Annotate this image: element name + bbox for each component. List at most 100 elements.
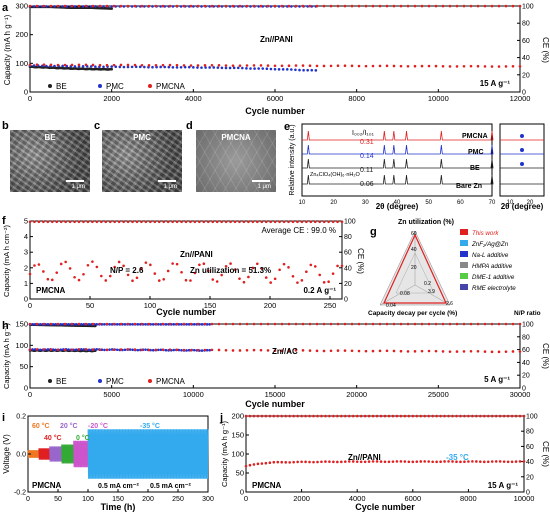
capacity-point-pmcna: [63, 63, 67, 67]
panel-j: j 0 2000 4000 6000 8000 10000 0 50 100 150 200 0 20 4…: [218, 410, 550, 513]
xrd-zoom-marker: [520, 134, 524, 138]
ce-point-pmcna: [70, 322, 74, 326]
capacity-point-pmc: [151, 348, 155, 352]
x-tick-label: 10000: [428, 94, 449, 103]
ce-point-pmcna: [182, 322, 186, 326]
capacity-point-pmcna: [406, 64, 410, 68]
panel-f: f 0 50 100 150 200 250 0 1 2 3 4 5 0 20 40 60 80 100 Capa…: [0, 213, 365, 318]
capacity-point-pmcna: [248, 463, 252, 467]
ce-point-pmc: [110, 5, 113, 8]
f-np: N/P = 2.6: [110, 266, 144, 275]
ce-point-pmcna: [126, 322, 130, 326]
x-tick-label: 150: [112, 496, 124, 503]
ce-point-pmcna: [305, 220, 308, 224]
ce-point-pmcna: [327, 220, 330, 224]
ce-point-pmcna: [126, 4, 130, 8]
capacity-point-pmcna: [371, 349, 375, 353]
y2-tick-label: 0: [522, 386, 526, 393]
capacity-point-pmc: [74, 348, 78, 352]
capacity-point-pmcna: [463, 460, 466, 464]
ce-point-pmcna: [119, 322, 123, 326]
capacity-point-pmcna: [511, 65, 515, 68]
ce-point-pmc: [249, 5, 252, 8]
capacity-point-pmcna: [329, 349, 333, 353]
xrd-zoom-marker: [520, 148, 524, 152]
capacity-point-pmcna: [292, 460, 295, 464]
x-tick-label: 0: [28, 94, 32, 103]
ce-point-pmcna: [471, 414, 474, 418]
ce-point-pmcna: [479, 414, 482, 418]
capacity-point-pmcna: [166, 269, 170, 273]
x-tick-label: 200: [142, 496, 154, 503]
ce-point-pmcna: [37, 220, 41, 224]
y-tick-label: 100: [15, 341, 28, 350]
ce-point-pmcna: [161, 4, 165, 8]
ce-point-pmcna: [308, 322, 312, 326]
ce-point-pmcna: [504, 4, 508, 8]
legend-be: BE: [56, 82, 67, 91]
x-tick-label: 100: [144, 301, 157, 310]
ce-point-pmcna: [252, 322, 256, 326]
capacity-point-pmcna: [260, 267, 264, 270]
ce-point-pmc: [81, 5, 85, 8]
i-xlabel: Time (h): [101, 502, 136, 512]
g-legend-label: HMPA additive: [472, 263, 513, 270]
ce-point-pmc: [143, 5, 146, 8]
capacity-point-pmcna: [259, 64, 263, 67]
ce-point-pmcna: [291, 220, 295, 224]
ce-point-pmcna: [33, 220, 36, 224]
ce-point-pmcna: [304, 414, 307, 418]
capacity-point-pmcna: [42, 63, 46, 66]
i-cd1: 0.5 mA cm⁻²: [98, 483, 139, 490]
panel-c-label: c: [94, 120, 101, 132]
capacity-point-pmcna: [364, 64, 368, 68]
sem-title-pmc: PMC: [133, 133, 151, 142]
capacity-point-pmc: [131, 348, 134, 352]
ce-point-pmcna: [455, 4, 459, 8]
ce-point-pmcna: [189, 4, 193, 8]
y2-tick-label: 60: [344, 250, 352, 257]
capacity-point-pmcna: [379, 460, 383, 463]
capacity-point-pmc: [118, 65, 122, 69]
ce-point-pmc: [45, 5, 48, 8]
capacity-point-pmcna: [91, 348, 95, 351]
ce-point-pmcna: [131, 220, 134, 224]
capacity-point-pmcna: [135, 276, 139, 280]
f-rate: 0.2 A g⁻¹: [303, 286, 336, 295]
ce-point-pmcna: [451, 414, 454, 418]
ce-point-pmcna: [385, 4, 389, 8]
capacity-point-pmcna: [315, 349, 319, 353]
ce-point-pmcna: [476, 4, 480, 8]
capacity-point-pmc: [265, 67, 269, 71]
capacity-point-pmcna: [140, 63, 144, 67]
capacity-point-pmcna: [42, 270, 45, 273]
ratio-be: 0.11: [360, 167, 373, 174]
y2-tick-label: 0: [522, 90, 526, 97]
ce-point-pmcna: [441, 322, 445, 326]
y-tick-label: 5: [24, 217, 28, 226]
capacity-point-pmcna: [133, 348, 137, 351]
capacity-point-pmc: [245, 67, 248, 70]
capacity-point-pmcna: [467, 460, 470, 463]
e-phase: Zn₄ClO₄(OH)₆·nH₂O: [310, 172, 361, 178]
capacity-point-pmc: [102, 65, 105, 69]
capacity-point-pmc: [144, 348, 147, 351]
i-temp-20: 20 °C: [60, 422, 78, 430]
h-xlabel: Cycle number: [245, 399, 305, 409]
capacity-point-pmcna: [462, 350, 466, 353]
ce-point-pmcna: [350, 4, 354, 8]
ce-point-pmc: [220, 5, 224, 8]
capacity-point-pmcna: [329, 64, 333, 68]
x-tick-label: 50: [54, 496, 62, 503]
capacity-point-pmc: [192, 66, 195, 69]
capacity-point-pmcna: [490, 460, 494, 463]
ce-point-pmcna: [119, 4, 123, 8]
ce-point-pmc: [257, 5, 260, 8]
g-legend-swatch: [460, 273, 468, 279]
capacity-point-pmcna: [149, 263, 152, 267]
ce-point-pmcna: [189, 220, 192, 224]
capacity-point-pmcna: [296, 460, 299, 464]
xrd-trace-pmcna: [302, 130, 494, 141]
ce-point-pmcna: [193, 220, 197, 224]
capacity-point-pmcna: [117, 260, 121, 264]
